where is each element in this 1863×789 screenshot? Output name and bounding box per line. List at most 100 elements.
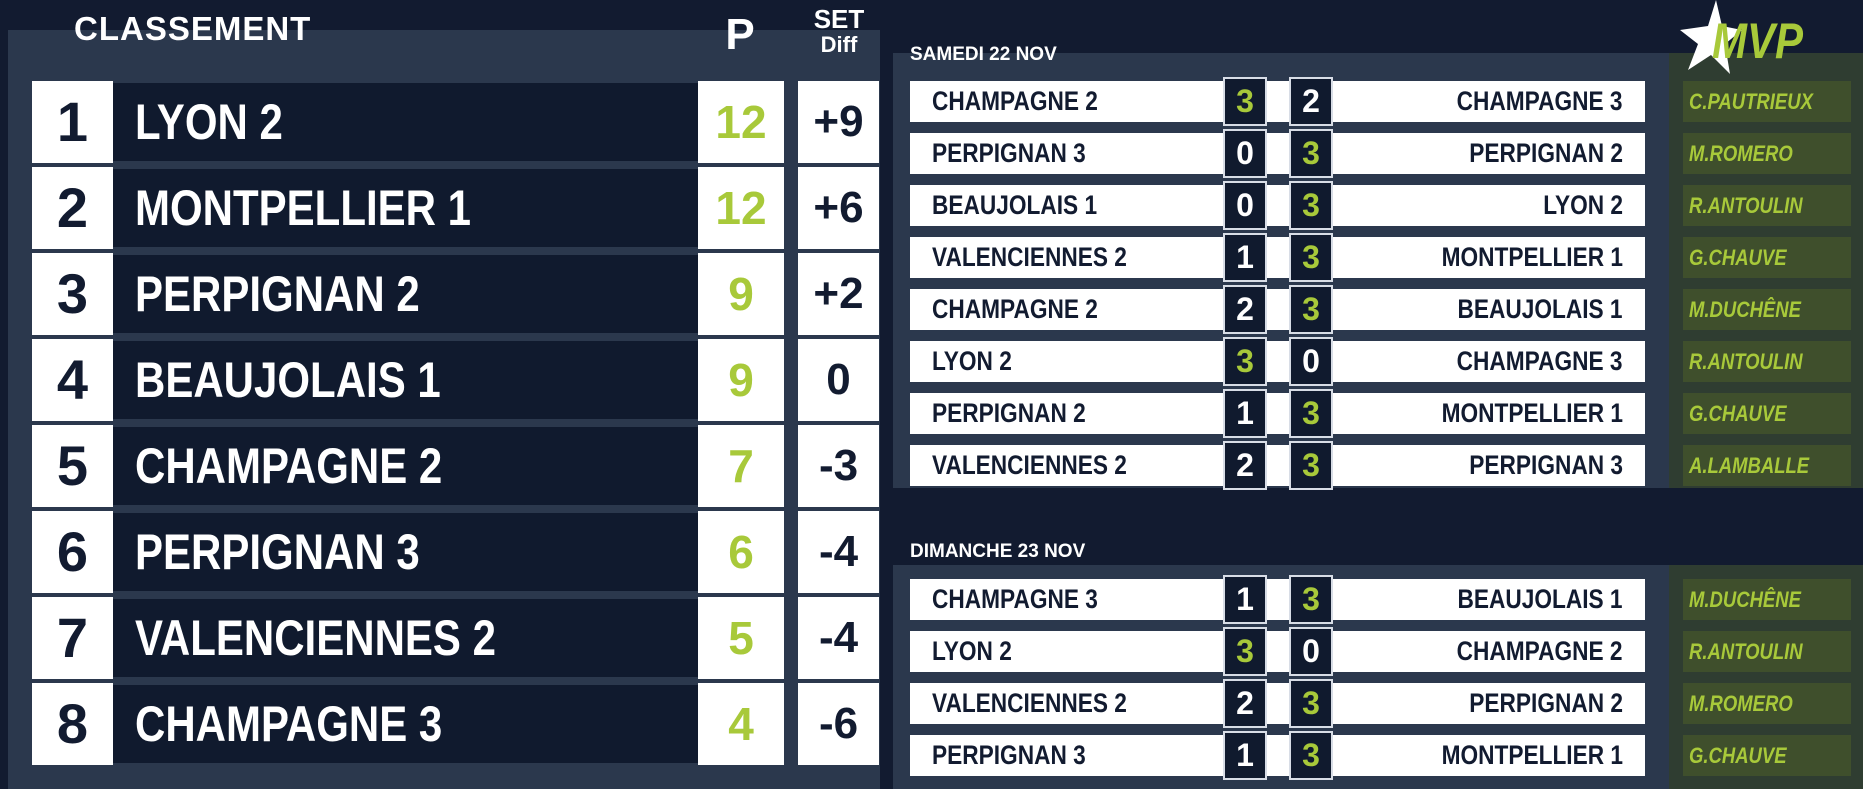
team-name-text: PERPIGNAN 2 — [135, 266, 420, 322]
points-header: P — [725, 10, 755, 59]
home-team: LYON 2 — [932, 341, 1027, 382]
standings-row: 6 PERPIGNAN 3 6 -4 — [32, 511, 879, 593]
home-score: 2 — [1223, 285, 1267, 334]
star-icon — [1680, 0, 1742, 74]
mvp-player: M.DUCHÊNE — [1683, 289, 1851, 330]
points: 6 — [698, 511, 784, 593]
rank: 8 — [32, 683, 113, 765]
home-score: 2 — [1223, 679, 1267, 728]
away-score: 3 — [1289, 181, 1333, 230]
home-score: 2 — [1223, 441, 1267, 490]
mvp-player: G.CHAUVE — [1683, 735, 1851, 776]
standings-row: 7 VALENCIENNES 2 5 -4 — [32, 597, 879, 679]
points: 12 — [698, 81, 784, 163]
match-row: CHAMPAGNE 2 3 2 CHAMPAGNE 3 — [910, 77, 1645, 126]
home-team: CHAMPAGNE 2 — [932, 289, 1130, 330]
away-team-text: BEAUJOLAIS 1 — [1457, 584, 1623, 614]
team-name: CHAMPAGNE 2 — [113, 427, 698, 505]
match-row: VALENCIENNES 2 2 3 PERPIGNAN 3 — [910, 441, 1645, 490]
day-label: DIMANCHE 23 NOV — [910, 541, 1086, 562]
standings-title: CLASSEMENT — [74, 10, 312, 47]
home-score: 3 — [1223, 77, 1267, 126]
away-team-text: PERPIGNAN 2 — [1469, 138, 1623, 168]
away-team-text: LYON 2 — [1543, 190, 1623, 220]
home-team: VALENCIENNES 2 — [932, 445, 1164, 486]
away-team-text: CHAMPAGNE 3 — [1457, 346, 1623, 376]
away-score: 3 — [1289, 233, 1333, 282]
away-team-text: MONTPELLIER 1 — [1441, 398, 1623, 428]
set-diff-header: SET Diff — [800, 6, 878, 58]
home-score: 1 — [1223, 575, 1267, 624]
home-team: PERPIGNAN 2 — [932, 393, 1115, 434]
set-diff: -3 — [798, 425, 879, 507]
home-team-text: VALENCIENNES 2 — [932, 450, 1127, 480]
home-team-text: LYON 2 — [932, 636, 1012, 666]
mvp-header-text: MVP — [1712, 13, 1804, 69]
team-name-text: BEAUJOLAIS 1 — [135, 352, 441, 408]
mvp-player: G.CHAUVE — [1683, 393, 1851, 434]
points: 9 — [698, 253, 784, 335]
home-team-text: VALENCIENNES 2 — [932, 242, 1127, 272]
set-diff: +6 — [798, 167, 879, 249]
team-name-text: LYON 2 — [135, 94, 283, 150]
match-row: CHAMPAGNE 2 2 3 BEAUJOLAIS 1 — [910, 285, 1645, 334]
match-row: CHAMPAGNE 3 1 3 BEAUJOLAIS 1 — [910, 575, 1645, 624]
away-team: MONTPELLIER 1 — [1407, 735, 1623, 776]
away-team: BEAUJOLAIS 1 — [1426, 579, 1623, 620]
mvp-player-text: R.ANTOULIN — [1689, 639, 1803, 664]
home-team: PERPIGNAN 3 — [932, 133, 1115, 174]
mvp-player-text: A.LAMBALLE — [1689, 453, 1810, 478]
set-diff: -4 — [798, 597, 879, 679]
rank: 7 — [32, 597, 113, 679]
mvp-player-text: M.ROMERO — [1689, 141, 1793, 166]
match-row: BEAUJOLAIS 1 0 3 LYON 2 — [910, 181, 1645, 230]
team-name-text: CHAMPAGNE 3 — [135, 696, 443, 752]
set-diff: -6 — [798, 683, 879, 765]
away-team: PERPIGNAN 2 — [1440, 133, 1623, 174]
home-score: 3 — [1223, 337, 1267, 386]
mvp-player-text: R.ANTOULIN — [1689, 193, 1803, 218]
mvp-player-text: G.CHAUVE — [1689, 245, 1787, 270]
home-score: 1 — [1223, 731, 1267, 780]
team-name: CHAMPAGNE 3 — [113, 685, 698, 763]
team-name: PERPIGNAN 2 — [113, 255, 698, 333]
away-score: 0 — [1289, 337, 1333, 386]
away-team: PERPIGNAN 3 — [1440, 445, 1623, 486]
home-team: LYON 2 — [932, 631, 1027, 672]
points: 12 — [698, 167, 784, 249]
match-row: PERPIGNAN 3 0 3 PERPIGNAN 2 — [910, 129, 1645, 178]
set-diff: 0 — [798, 339, 879, 421]
set-diff: -4 — [798, 511, 879, 593]
team-name: LYON 2 — [113, 83, 698, 161]
mvp-player-text: G.CHAUVE — [1689, 401, 1787, 426]
match-row: LYON 2 3 0 CHAMPAGNE 3 — [910, 337, 1645, 386]
away-score: 3 — [1289, 389, 1333, 438]
team-name-text: MONTPELLIER 1 — [135, 180, 472, 236]
mvp-player-text: M.DUCHÊNE — [1689, 297, 1801, 322]
away-score: 3 — [1289, 575, 1333, 624]
match-row: PERPIGNAN 2 1 3 MONTPELLIER 1 — [910, 389, 1645, 438]
mvp-player: M.ROMERO — [1683, 683, 1851, 724]
rank: 4 — [32, 339, 113, 421]
standings-row: 4 BEAUJOLAIS 1 9 0 — [32, 339, 879, 421]
away-score: 3 — [1289, 441, 1333, 490]
home-team-text: BEAUJOLAIS 1 — [932, 190, 1098, 220]
mvp-player-text: M.DUCHÊNE — [1689, 587, 1801, 612]
home-score: 1 — [1223, 233, 1267, 282]
away-team-text: CHAMPAGNE 2 — [1457, 636, 1623, 666]
home-team-text: CHAMPAGNE 3 — [932, 584, 1098, 614]
home-score: 0 — [1223, 181, 1267, 230]
team-name-text: VALENCIENNES 2 — [135, 610, 496, 666]
away-team-text: BEAUJOLAIS 1 — [1457, 294, 1623, 324]
home-team-text: PERPIGNAN 2 — [932, 398, 1086, 428]
home-team: VALENCIENNES 2 — [932, 237, 1164, 278]
home-team-text: VALENCIENNES 2 — [932, 688, 1127, 718]
set-diff: +9 — [798, 81, 879, 163]
mvp-player-text: M.ROMERO — [1689, 691, 1793, 716]
rank: 5 — [32, 425, 113, 507]
home-team-text: CHAMPAGNE 2 — [932, 294, 1098, 324]
mvp-player: A.LAMBALLE — [1683, 445, 1851, 486]
rank: 1 — [32, 81, 113, 163]
mvp-player-text: G.CHAUVE — [1689, 743, 1787, 768]
rank: 3 — [32, 253, 113, 335]
